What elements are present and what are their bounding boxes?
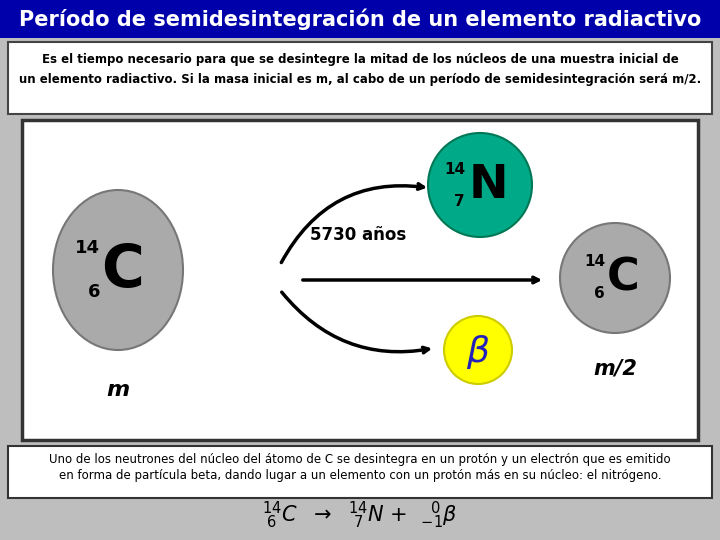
Text: 6: 6: [88, 283, 100, 301]
Text: 7: 7: [454, 193, 465, 208]
Text: en forma de partícula beta, dando lugar a un elemento con un protón más en su nú: en forma de partícula beta, dando lugar …: [59, 469, 661, 482]
Circle shape: [444, 316, 512, 384]
Text: 14: 14: [584, 254, 605, 269]
Circle shape: [428, 133, 532, 237]
Text: C: C: [102, 241, 145, 299]
Bar: [8, 42, 712, 114]
Text: Período de semidesintegración de un elemento radiactivo: Período de semidesintegración de un elem…: [19, 8, 701, 30]
Ellipse shape: [53, 190, 183, 350]
Text: $\beta$: $\beta$: [466, 333, 490, 371]
Bar: [22, 120, 698, 440]
Text: Uno de los neutrones del núcleo del átomo de C se desintegra en un protón y un e: Uno de los neutrones del núcleo del átom…: [49, 453, 671, 465]
Bar: [8, 446, 712, 498]
Text: 5730 años: 5730 años: [310, 226, 406, 244]
Text: $\mathit{^{14}_{\ 6}C}$  $\rightarrow$  $\mathit{^{14}_{\ 7}N}$ $+$  $\mathit{^{: $\mathit{^{14}_{\ 6}C}$ $\rightarrow$ $\…: [262, 500, 458, 531]
Text: C: C: [607, 256, 639, 300]
Text: 14: 14: [75, 239, 100, 257]
Text: 6: 6: [594, 287, 605, 301]
Text: Es el tiempo necesario para que se desintegre la mitad de los núcleos de una mue: Es el tiempo necesario para que se desin…: [42, 53, 678, 66]
Text: un elemento radiactivo. Si la masa inicial es m, al cabo de un período de semide: un elemento radiactivo. Si la masa inici…: [19, 73, 701, 86]
Circle shape: [560, 223, 670, 333]
Bar: [0, 0, 720, 38]
Text: 14: 14: [444, 161, 465, 177]
Text: N: N: [468, 163, 508, 207]
Text: m/2: m/2: [593, 358, 637, 378]
Text: m: m: [107, 380, 130, 400]
